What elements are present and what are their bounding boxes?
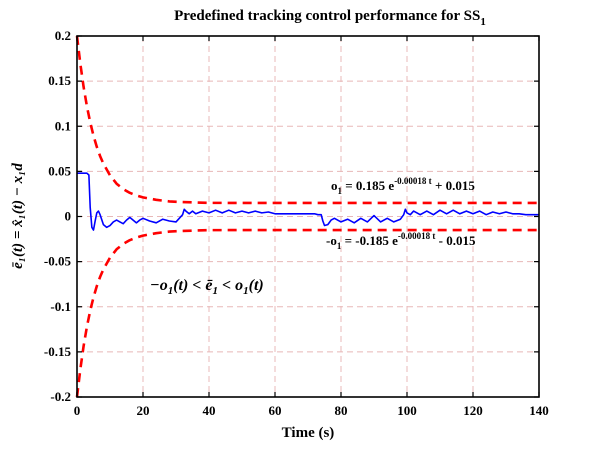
x-tick-label: 60	[269, 403, 282, 418]
x-tick-label: 120	[463, 403, 483, 418]
series-line-lower-bound	[75, 228, 539, 398]
series-layer	[75, 35, 539, 398]
x-tick-label: 0	[74, 403, 81, 418]
chart-title: Predefined tracking control performance …	[174, 8, 486, 28]
series-line-error	[77, 172, 539, 231]
y-tick-label: -0.1	[50, 299, 71, 314]
lower-bound-annotation: -o1 = -0.185 e-0.00018 t - 0.015	[326, 231, 476, 251]
inequality-annotation: −o1(t) < ē1 < o1(t)	[150, 277, 264, 297]
grid	[77, 36, 539, 397]
y-tick-label: -0.2	[50, 389, 71, 404]
y-axis-label: ē₁(t) = x̂₁(t) − x₁d	[10, 163, 26, 269]
y-tick-label: 0	[65, 209, 72, 224]
x-axis-label: Time (s)	[282, 425, 335, 441]
y-tick-label: 0.1	[55, 118, 71, 133]
x-tick-label: 140	[529, 403, 549, 418]
x-tick-label: 20	[137, 403, 150, 418]
series-line-upper-bound	[75, 35, 539, 205]
x-tick-label: 100	[397, 403, 417, 418]
y-tick-label: -0.15	[44, 344, 72, 359]
y-tick-label: 0.2	[55, 28, 71, 43]
upper-bound-annotation: o1 = 0.185 e-0.00018 t + 0.015	[331, 176, 475, 196]
x-tick-label: 40	[203, 403, 216, 418]
x-tick-label: 80	[335, 403, 348, 418]
y-tick-label: 0.05	[48, 163, 71, 178]
y-tick-label: 0.15	[48, 73, 71, 88]
ticks: 0 20 40 60 80 100 120 140 0.2 0.15 0.1 0.05 0 -0.05 -0…	[44, 28, 549, 418]
y-tick-label: -0.05	[44, 254, 72, 269]
